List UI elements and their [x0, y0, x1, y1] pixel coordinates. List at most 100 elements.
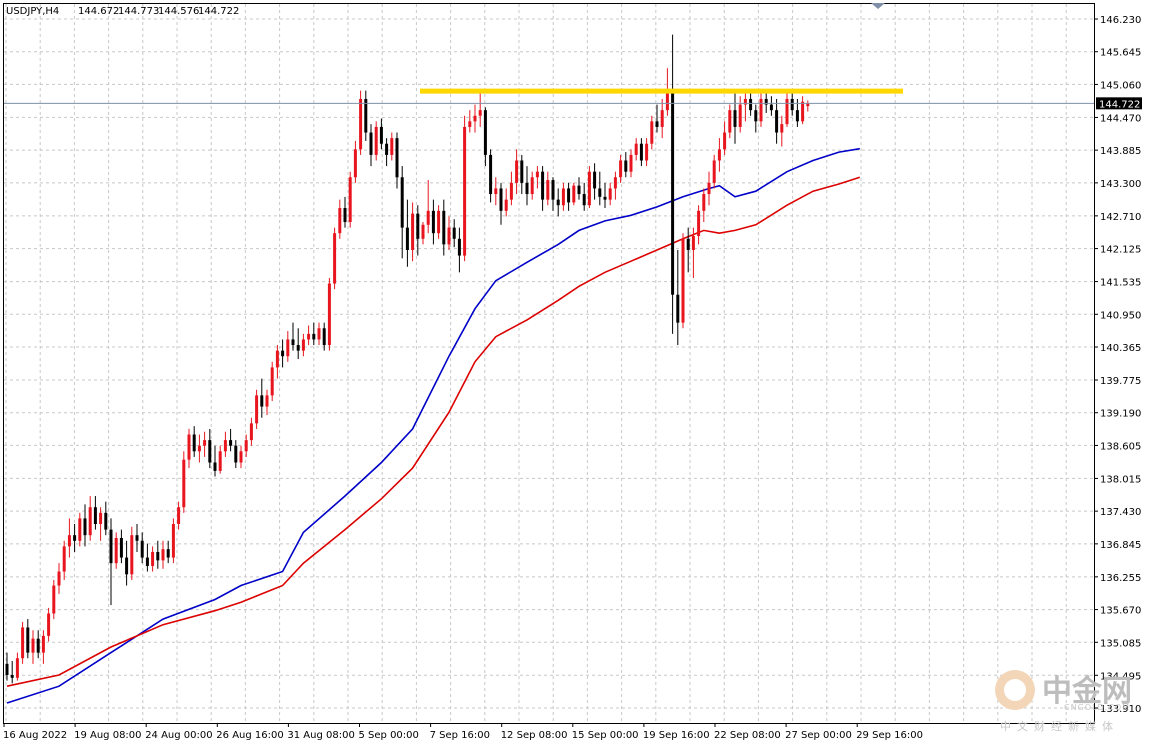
- price-tick-label: 136.255: [1100, 573, 1141, 584]
- candle: [135, 524, 139, 552]
- candle: [738, 96, 742, 133]
- candle: [671, 34, 675, 334]
- candle-body: [385, 143, 389, 155]
- candle-body: [494, 188, 498, 195]
- candle: [780, 115, 784, 147]
- candle-body: [806, 103, 810, 107]
- candle-body: [281, 350, 285, 357]
- candle-body: [234, 445, 238, 463]
- candle-body: [733, 110, 737, 127]
- candle: [353, 140, 357, 183]
- candle-body: [119, 537, 123, 558]
- candle: [650, 115, 654, 150]
- candle: [473, 104, 477, 133]
- candle-body: [775, 110, 779, 133]
- candle-body: [728, 110, 732, 133]
- price-axis[interactable]: 146.230 145.645 145.060 144.470 143.885 143.3…: [1094, 15, 1142, 715]
- candle-body: [359, 98, 363, 150]
- candle: [145, 543, 149, 572]
- candle-body: [338, 208, 342, 234]
- candle: [723, 121, 727, 155]
- candle: [478, 88, 482, 127]
- candle-body: [660, 110, 664, 127]
- ohlc-close-value: 144.722: [198, 6, 239, 17]
- candle-body: [509, 182, 513, 200]
- watermark-tagline: 中文财经新媒体: [1000, 719, 1119, 733]
- candle: [192, 426, 196, 457]
- candle-body: [645, 143, 649, 161]
- time-tick-label: 7 Sep 16:00: [430, 730, 490, 741]
- candle-body: [457, 238, 461, 256]
- moving-average-line-1: [6, 147, 860, 704]
- candle-body: [723, 132, 727, 150]
- candle: [36, 630, 40, 659]
- candle-body: [151, 551, 155, 566]
- candle: [125, 540, 129, 586]
- candle: [463, 115, 467, 262]
- candle-body: [114, 537, 118, 564]
- candle: [452, 219, 456, 248]
- candle-body: [218, 451, 222, 471]
- candle: [223, 431, 227, 457]
- candle-body: [291, 339, 295, 346]
- candle-body: [83, 518, 87, 536]
- candle: [785, 93, 789, 127]
- watermark: 中金网 CNGOLD.COM 中文财经新媒体: [995, 670, 1132, 733]
- candle-body: [270, 367, 274, 396]
- candle: [270, 361, 274, 401]
- candle-body: [109, 529, 113, 564]
- candle: [801, 96, 805, 125]
- candle-body: [551, 180, 555, 200]
- candle: [717, 138, 721, 172]
- watermark-brand: 中金网: [1042, 674, 1132, 709]
- candle-body: [712, 160, 716, 183]
- candle: [161, 540, 165, 569]
- price-tick-label: 138.605: [1100, 441, 1141, 452]
- candle-body: [780, 124, 784, 133]
- candle-body: [749, 98, 753, 111]
- candle: [530, 171, 534, 200]
- candle: [619, 154, 623, 183]
- candle: [364, 90, 368, 141]
- candle-body: [364, 98, 368, 133]
- candle: [593, 163, 597, 200]
- candle-body: [603, 196, 607, 200]
- candle: [499, 182, 503, 225]
- price-tick-label: 139.775: [1100, 376, 1141, 387]
- candle: [764, 90, 768, 113]
- candle-body: [707, 182, 711, 195]
- candle-body: [15, 658, 19, 678]
- time-tick-label: 19 Aug 08:00: [74, 730, 141, 741]
- candle: [307, 325, 311, 346]
- candle: [411, 202, 415, 262]
- candle-body: [582, 194, 586, 206]
- candle: [333, 227, 337, 290]
- candle: [275, 345, 279, 379]
- candle: [343, 196, 347, 228]
- candle-body: [608, 188, 612, 200]
- time-tick-label: 16 Aug 2022: [3, 730, 67, 741]
- candle: [712, 154, 716, 189]
- horizontal-levels: [4, 88, 1094, 104]
- candle: [218, 445, 222, 474]
- candle: [733, 93, 737, 144]
- candle: [171, 518, 175, 564]
- candle-body: [515, 160, 519, 183]
- candle: [504, 188, 508, 217]
- candle: [301, 333, 305, 357]
- candle-body: [395, 138, 399, 178]
- candle: [775, 98, 779, 144]
- chart-shift-marker-icon[interactable]: [871, 3, 885, 9]
- candle-body: [31, 638, 35, 653]
- candle-body: [67, 535, 71, 547]
- candle-body: [130, 535, 134, 575]
- candle: [707, 171, 711, 206]
- time-axis[interactable]: 16 Aug 2022 19 Aug 08:00 24 Aug 00:00 26 Au…: [3, 723, 923, 741]
- candle-body: [171, 524, 175, 558]
- candle-body: [759, 98, 763, 122]
- candle-body: [442, 210, 446, 245]
- candle-body: [57, 571, 61, 586]
- candle-body: [249, 423, 253, 441]
- candle-body: [665, 93, 669, 111]
